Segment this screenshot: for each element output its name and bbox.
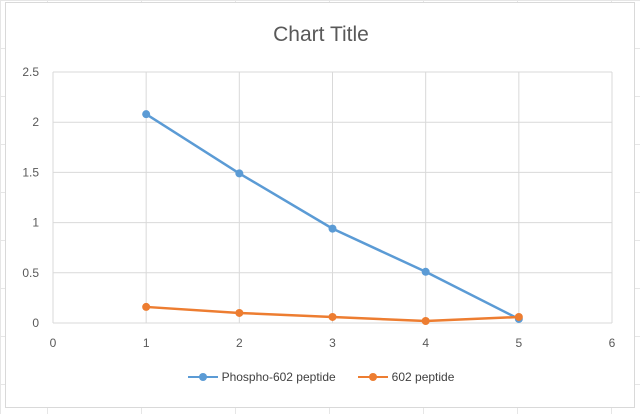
legend-swatch-icon [357,372,388,382]
series-2-point [514,312,523,321]
y-tick-label: 0.5 [22,266,39,280]
legend-label: Phospho-602 peptide [221,370,336,384]
series-2-point [421,316,430,325]
legend-entry-1: Phospho-602 peptide [187,370,336,384]
y-tick-label: 0 [32,316,39,330]
plot-area: 0 0.5 1 1.5 2 2.5 0 1 2 3 4 5 6 [22,65,616,350]
legend-label: 602 peptide [391,370,455,384]
legend: Phospho-602 peptide 602 peptide [6,370,636,384]
chart-area[interactable]: Chart Title 0 0.5 1 1.5 2 2.5 0 1 2 3 4 5 6 Phospho-… [5,2,635,408]
x-tick-label: 0 [50,336,57,350]
x-tick-label: 4 [422,336,429,350]
x-tick-label: 5 [515,336,522,350]
x-tick-label: 1 [143,336,150,350]
series-2-point [328,312,337,321]
series-2-point [142,302,151,311]
series-2-point [235,308,244,317]
series-1-point [421,267,430,276]
legend-swatch-icon [187,372,218,382]
y-tick-label: 1 [32,216,39,230]
chart-title: Chart Title [273,23,369,46]
series-1-point [235,169,244,178]
y-tick-label: 2 [32,115,39,129]
series-1-point [328,224,337,233]
x-tick-label: 3 [329,336,336,350]
y-tick-label: 1.5 [22,165,39,179]
x-tick-label: 2 [236,336,243,350]
legend-entry-2: 602 peptide [357,370,455,384]
series-1-point [142,110,151,119]
y-tick-label: 2.5 [22,65,39,79]
x-tick-label: 6 [609,336,616,350]
